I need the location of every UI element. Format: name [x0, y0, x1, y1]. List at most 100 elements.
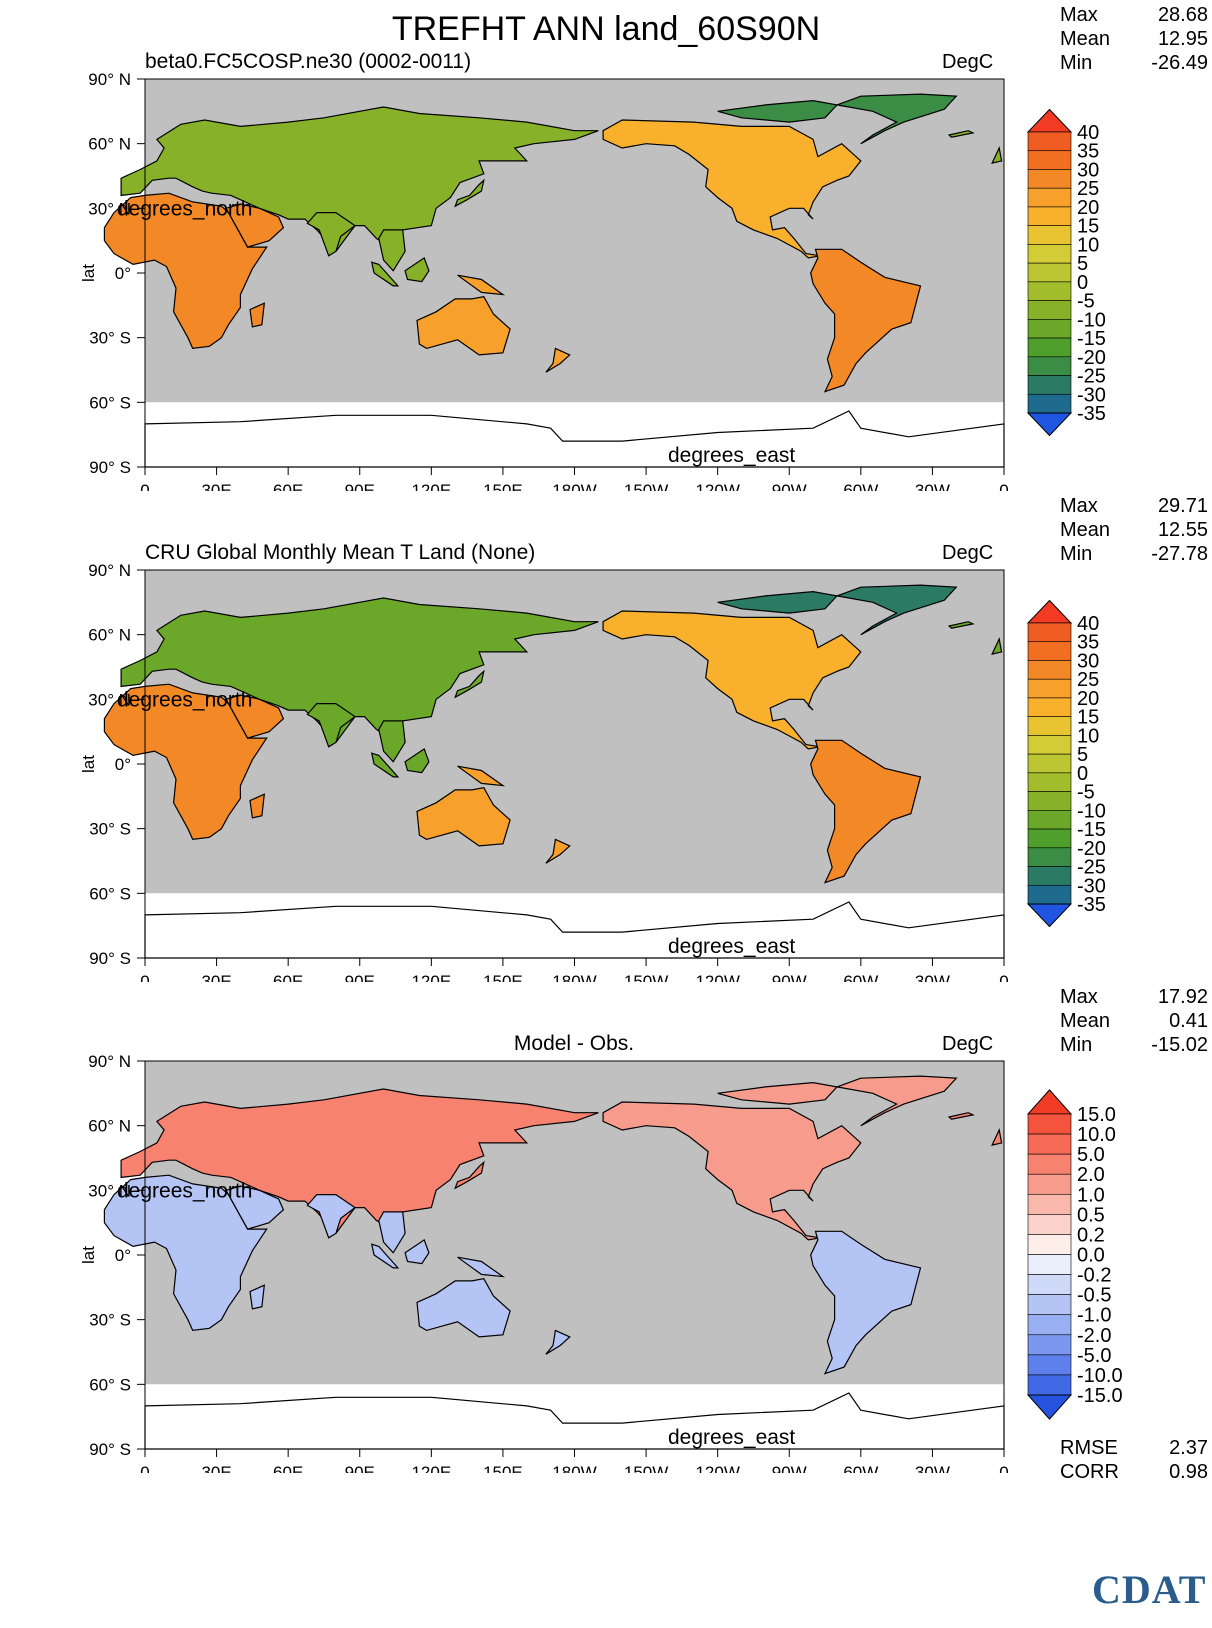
land-japan: [454, 178, 485, 208]
map-panel: 90° N 60° N 30° N 0° 30° S 60° S 90° S 0 30E 60E 9…: [79, 70, 1106, 491]
y-tick-label: 30° N: [88, 690, 131, 709]
stat-row: Max 29.71: [1060, 494, 1208, 518]
colorbar-label: -5: [1077, 291, 1095, 313]
colorbar-label: -35: [1077, 894, 1106, 916]
land-greenland: [834, 93, 958, 145]
x-tick-label: 0: [999, 481, 1008, 491]
land-new-guinea: [457, 1256, 506, 1278]
colorbar-label: 5: [1077, 253, 1088, 275]
stat-label: Mean: [1060, 28, 1111, 50]
colorbar-label: 10: [1077, 725, 1099, 747]
x-tick-label: 90E: [345, 481, 375, 491]
colorbar-box: [1027, 678, 1072, 699]
stat-value: 29.71: [1157, 495, 1208, 517]
inner-y-label: degrees_north: [117, 197, 252, 220]
y-axis-label: lat: [79, 1246, 98, 1264]
x-tick-label: 60W: [843, 481, 878, 491]
panel-subtitle: Model - Obs.: [513, 1032, 635, 1055]
land-borneo: [404, 256, 430, 283]
y-tick-label: 90° N: [88, 1052, 131, 1071]
colorbar-box: [1027, 735, 1072, 755]
stat-value: 12.55: [1157, 519, 1208, 541]
colorbar-label: -25: [1077, 366, 1106, 388]
land-arctic-islands: [717, 1081, 839, 1105]
y-tick-label: 90° S: [89, 458, 131, 477]
colorbar-box: [1027, 1153, 1072, 1175]
colorbar-label: 35: [1077, 141, 1099, 163]
colorbar-box: [1027, 319, 1072, 339]
colorbar-box: [1027, 169, 1072, 189]
colorbar-label: -10.0: [1077, 1365, 1123, 1387]
colorbar-label: -35: [1077, 403, 1106, 425]
colorbar-box: [1027, 1314, 1072, 1336]
land-japan: [454, 669, 485, 699]
x-tick-label: 150E: [483, 481, 523, 491]
y-tick-label: 60° S: [89, 393, 131, 412]
y-tick-label: 60° N: [88, 626, 131, 645]
land-india: [306, 1194, 357, 1239]
stat-value: -15.02: [1151, 1034, 1208, 1056]
colorbar-label: -25: [1077, 857, 1106, 879]
inner-x-label: degrees_east: [668, 935, 795, 958]
x-tick-label: 120E: [411, 481, 451, 491]
colorbar-box: [1027, 716, 1072, 736]
colorbar-label: 15: [1077, 707, 1099, 729]
x-tick-label: 150E: [483, 972, 523, 982]
land-south-america: [810, 1230, 922, 1375]
colorbar-label: -15.0: [1077, 1385, 1123, 1407]
land-arabia: [225, 694, 285, 739]
panel-units: DegC: [942, 1033, 994, 1055]
x-tick-label: 150W: [624, 1463, 668, 1473]
panel-subtitle: beta0.FC5COSP.ne30 (0002-0011): [145, 50, 472, 73]
land-south-america: [810, 248, 922, 393]
colorbar-bottom-triangle: [1026, 412, 1073, 437]
colorbar-box: [1027, 1193, 1072, 1215]
land-sumatra: [370, 752, 400, 778]
land-new-guinea: [457, 274, 506, 296]
colorbar-label: 30: [1077, 650, 1099, 672]
land-arabia: [225, 1185, 285, 1230]
x-tick-label: 150W: [624, 481, 668, 491]
colorbar-box: [1027, 810, 1072, 830]
y-tick-label: 0°: [115, 1246, 131, 1265]
colorbar-label: -20: [1077, 347, 1106, 369]
colorbar-bottom-triangle: [1026, 903, 1073, 928]
stat-value: 2.37: [1169, 1437, 1208, 1459]
map-panel: 90° N 60° N 30° N 0° 30° S 60° S 90° S 0 30E 60E 9…: [79, 1052, 1123, 1473]
colorbar-box: [1027, 225, 1072, 245]
colorbar-box: [1027, 1374, 1072, 1396]
stat-row: RMSE 2.37: [1060, 1436, 1208, 1460]
land-borneo: [404, 1238, 430, 1265]
panel-stats: Max 28.68 Mean 12.95 Min -26.49: [1060, 3, 1208, 75]
land-eurasia: [120, 106, 599, 253]
stat-value: -26.49: [1151, 52, 1208, 74]
stat-label: Max: [1060, 4, 1098, 26]
colorbar-bottom-triangle: [1026, 1394, 1073, 1420]
land-madagascar: [249, 1284, 266, 1310]
colorbar-label: 40: [1077, 613, 1099, 635]
colorbar-box: [1027, 884, 1072, 905]
colorbar-label: 1.0: [1077, 1184, 1105, 1206]
land-arctic-islands: [717, 99, 839, 123]
land-iceland: [947, 130, 975, 138]
colorbar-label: -5: [1077, 782, 1095, 804]
stat-label: Min: [1060, 52, 1093, 74]
colorbar-box: [1027, 641, 1072, 661]
y-tick-label: 30° S: [89, 1311, 131, 1330]
colorbar-box: [1027, 791, 1072, 811]
land-north-america: [602, 119, 862, 259]
colorbar-top-triangle: [1026, 1089, 1073, 1115]
colorbar-label: -15: [1077, 819, 1106, 841]
x-tick-label: 180W: [552, 481, 596, 491]
colorbar-box: [1027, 1274, 1072, 1295]
land-sumatra: [370, 261, 400, 287]
map-panel: 90° N 60° N 30° N 0° 30° S 60° S 90° S 0 30E 60E 9…: [79, 561, 1106, 982]
colorbar-box: [1027, 1354, 1072, 1376]
stat-label: Mean: [1060, 519, 1111, 541]
land-greenland: [834, 584, 958, 636]
stat-row: Min -15.02: [1060, 1033, 1208, 1057]
colorbar-box: [1027, 772, 1072, 792]
colorbar-top-triangle: [1026, 108, 1073, 133]
x-tick-label: 90E: [345, 972, 375, 982]
figure-title: TREFHT ANN land_60S90N: [391, 10, 821, 48]
